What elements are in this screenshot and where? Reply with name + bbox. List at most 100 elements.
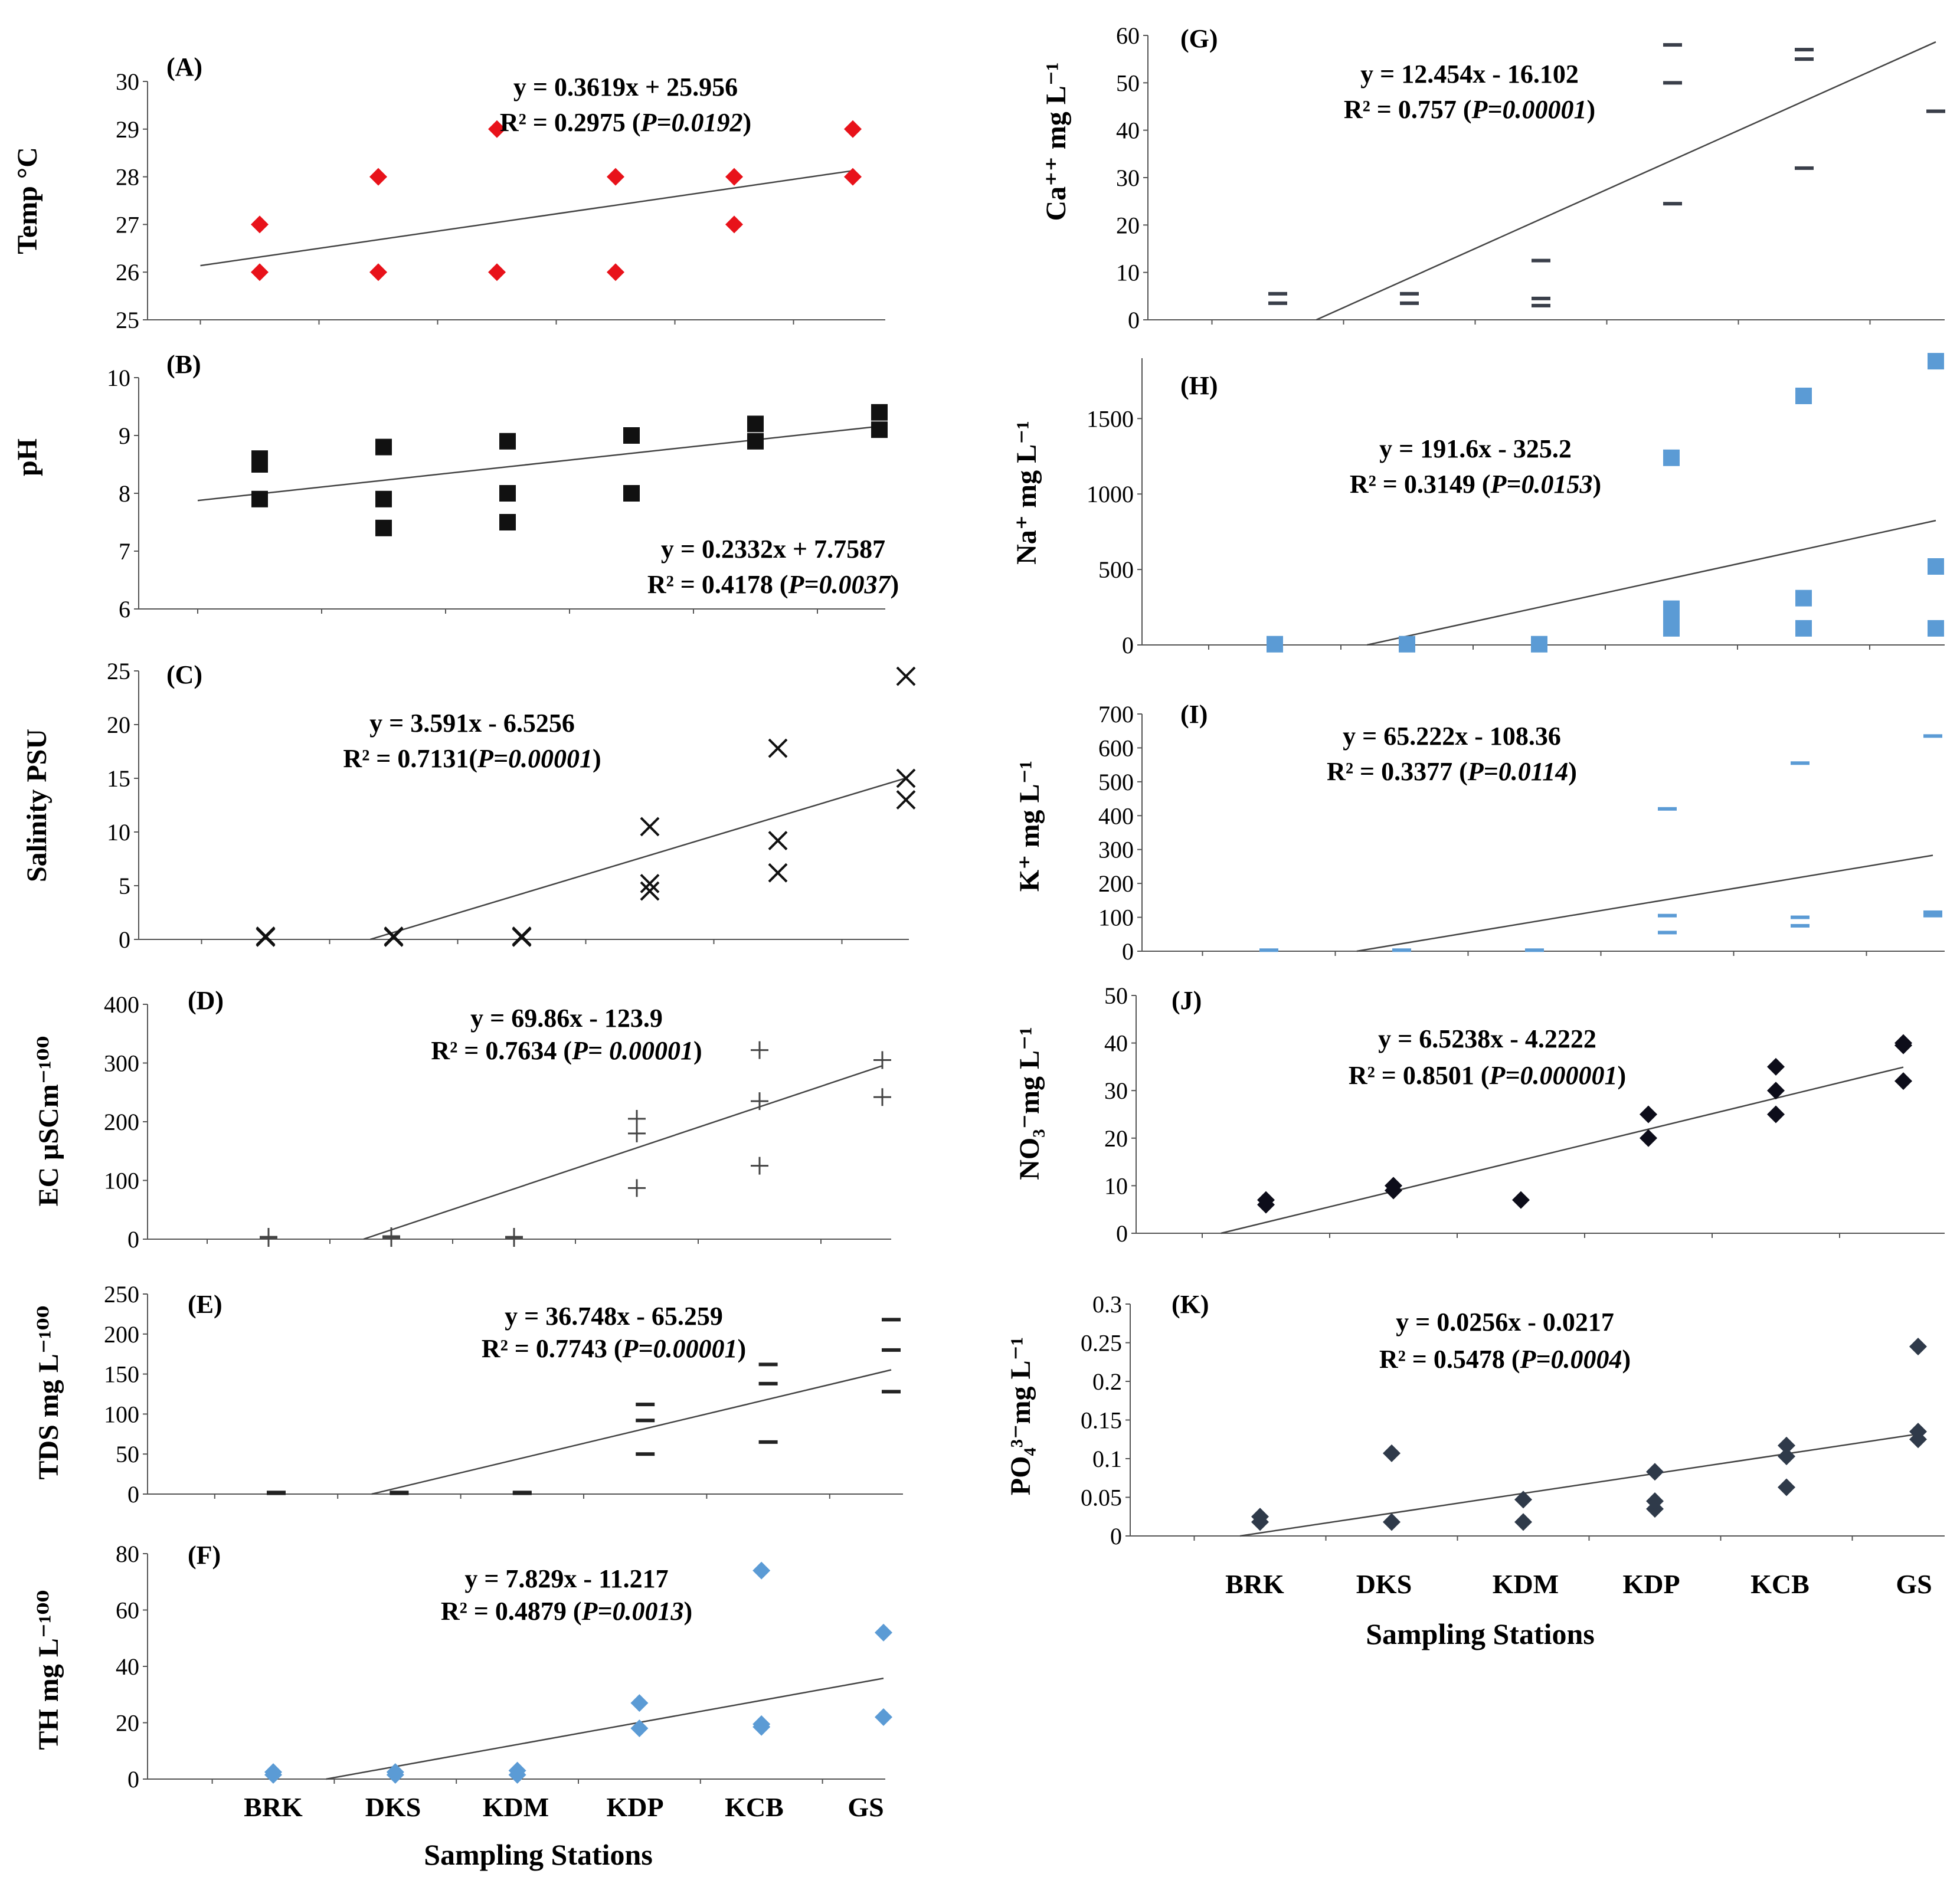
r-squared-value: R² = 0.3149 ( bbox=[1350, 470, 1491, 499]
y-tick-label: 600 bbox=[1098, 735, 1134, 761]
y-tick-label: 5 bbox=[119, 873, 130, 899]
data-point bbox=[1400, 291, 1419, 296]
panel-letter: (D) bbox=[188, 986, 224, 1015]
y-tick-label: 30 bbox=[116, 68, 139, 95]
trend-line bbox=[369, 777, 907, 941]
data-point bbox=[1928, 558, 1944, 575]
y-tick-label: 20 bbox=[1116, 212, 1140, 238]
y-tick-label: 0.2 bbox=[1092, 1368, 1122, 1395]
data-point bbox=[751, 1092, 768, 1111]
data-point bbox=[1767, 1057, 1785, 1076]
r-squared-label: R² = 0.7131(P=0.00001) bbox=[343, 744, 601, 773]
y-tick-label: 10 bbox=[107, 365, 130, 391]
trend-line bbox=[200, 170, 853, 267]
r-squared-label: R² = 0.3377 (P=0.0114) bbox=[1327, 757, 1577, 786]
data-point bbox=[1795, 57, 1814, 61]
y-tick-label: 100 bbox=[1098, 905, 1134, 931]
data-point bbox=[751, 1041, 768, 1059]
y-tick-label: 0 bbox=[1122, 632, 1134, 659]
data-point bbox=[256, 926, 276, 946]
x-category-label: BRK bbox=[244, 1792, 303, 1822]
data-point bbox=[1658, 807, 1677, 811]
regression-equation: y = 12.454x - 16.102 bbox=[1360, 60, 1579, 89]
closing-paren: ) bbox=[1618, 1061, 1627, 1090]
regression-equation: y = 65.222x - 108.36 bbox=[1343, 722, 1561, 751]
data-point bbox=[1778, 1436, 1795, 1455]
panel-letter: (J) bbox=[1172, 986, 1202, 1015]
data-point bbox=[758, 1440, 778, 1444]
y-tick-label: 1000 bbox=[1087, 481, 1134, 507]
y-tick-label: 0 bbox=[1110, 1523, 1122, 1550]
data-point bbox=[488, 263, 506, 281]
regression-equation: y = 0.0256x - 0.0217 bbox=[1396, 1308, 1614, 1337]
x-category-label: GS bbox=[848, 1792, 884, 1822]
trend-line bbox=[326, 1678, 884, 1780]
data-point bbox=[390, 1491, 409, 1495]
closing-paren: ) bbox=[1622, 1345, 1631, 1374]
r-squared-value: R² = 0.3377 ( bbox=[1327, 757, 1468, 786]
data-point bbox=[505, 1228, 523, 1246]
data-point bbox=[1663, 81, 1682, 85]
data-point bbox=[636, 1419, 655, 1423]
data-point bbox=[640, 873, 660, 893]
y-tick-label: 200 bbox=[104, 1321, 139, 1348]
data-point bbox=[1928, 353, 1944, 370]
data-point bbox=[512, 926, 532, 946]
y-tick-label: 0 bbox=[127, 1481, 139, 1508]
y-tick-label: 0 bbox=[1128, 307, 1140, 333]
data-point bbox=[499, 485, 516, 502]
data-point bbox=[747, 415, 764, 433]
panel-letter: (C) bbox=[166, 660, 202, 689]
data-point bbox=[375, 490, 392, 507]
y-tick-label: 26 bbox=[116, 259, 139, 286]
y-tick-label: 15 bbox=[107, 765, 130, 792]
data-point bbox=[747, 433, 764, 450]
panel-f: 0 20 40 60 80 TH mg L⁻¹⁰⁰ (F) y = 7.829x - 11.2… bbox=[33, 1541, 892, 1793]
data-point bbox=[1267, 636, 1283, 653]
data-point bbox=[1257, 1191, 1275, 1209]
data-point bbox=[1640, 1105, 1657, 1123]
closing-paren: ) bbox=[891, 570, 899, 599]
y-tick-label: 0 bbox=[127, 1766, 139, 1793]
data-point bbox=[871, 404, 888, 421]
data-point bbox=[1795, 387, 1812, 404]
trend-line bbox=[1220, 1066, 1904, 1234]
y-tick-label: 400 bbox=[104, 991, 139, 1018]
y-tick-label: 200 bbox=[1098, 870, 1134, 897]
data-point bbox=[725, 168, 743, 186]
data-point bbox=[628, 1179, 646, 1197]
data-point bbox=[896, 768, 916, 788]
y-tick-label: 1500 bbox=[1087, 405, 1134, 432]
data-point bbox=[844, 168, 862, 186]
data-point bbox=[384, 926, 404, 946]
r-squared-label: R² = 0.2975 (P=0.0192) bbox=[500, 108, 751, 137]
r-squared-label: R² = 0.7743 (P=0.00001) bbox=[482, 1334, 746, 1363]
closing-paren: ) bbox=[743, 108, 752, 137]
y-axis-title: K⁺ mg L⁻¹ bbox=[1014, 761, 1045, 892]
data-point bbox=[607, 263, 624, 281]
x-category-label: GS bbox=[1896, 1569, 1932, 1599]
data-point bbox=[251, 215, 269, 234]
data-point bbox=[752, 1715, 771, 1733]
data-point bbox=[1525, 948, 1544, 952]
data-point bbox=[640, 817, 660, 837]
data-point bbox=[630, 1694, 649, 1712]
data-point bbox=[630, 1719, 649, 1738]
panel-letter: (A) bbox=[166, 53, 202, 81]
y-tick-label: 150 bbox=[104, 1361, 139, 1388]
data-point bbox=[1532, 296, 1550, 300]
data-point bbox=[871, 421, 888, 438]
panel-letter: (K) bbox=[1172, 1290, 1209, 1319]
data-point bbox=[607, 168, 624, 186]
data-point bbox=[882, 1348, 901, 1352]
y-axis-title: pH bbox=[12, 438, 43, 476]
data-point bbox=[375, 438, 392, 456]
regression-equation: y = 0.3619x + 25.956 bbox=[513, 73, 738, 101]
data-point bbox=[369, 263, 387, 281]
r-squared-value: R² = 0.4879 ( bbox=[441, 1597, 582, 1626]
p-value: P=0.00001 bbox=[622, 1334, 738, 1363]
y-tick-label: 10 bbox=[107, 819, 130, 846]
panel-i: 0 100 200 300 400 500 600 700 K⁺ mg L⁻¹ (I) y = 65… bbox=[1014, 700, 1945, 965]
y-axis-title: PO₄³⁻mg L⁻¹ bbox=[1005, 1337, 1036, 1496]
